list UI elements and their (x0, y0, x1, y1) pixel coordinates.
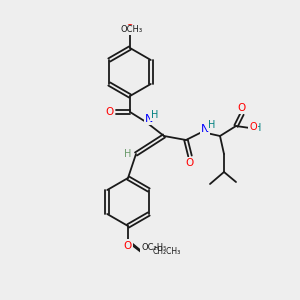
Text: O: O (126, 24, 134, 34)
Text: OCH₃: OCH₃ (121, 26, 143, 34)
Text: O: O (106, 107, 114, 117)
Text: O: O (249, 122, 257, 132)
Text: OC₂H₅: OC₂H₅ (141, 244, 167, 253)
Text: N: N (201, 124, 209, 134)
Text: N: N (145, 114, 153, 124)
Text: O: O (186, 158, 194, 168)
Text: O: O (124, 241, 132, 251)
Text: H: H (208, 120, 216, 130)
Text: CH₂CH₃: CH₂CH₃ (153, 248, 181, 256)
Text: H: H (124, 149, 132, 159)
Text: O: O (126, 24, 134, 34)
Text: H: H (151, 110, 159, 120)
Text: O: O (124, 240, 132, 250)
Text: H: H (254, 123, 262, 133)
Text: O: O (238, 103, 246, 113)
